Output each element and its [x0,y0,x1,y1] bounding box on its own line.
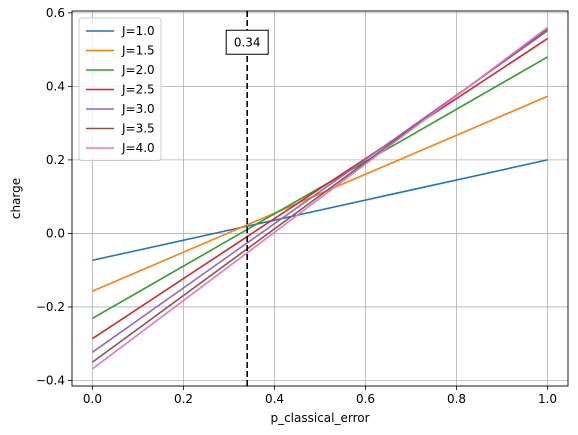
series-line-J-1-5 [92,95,548,292]
grid [72,11,568,386]
legend-entry: J=1.5 [121,44,155,58]
y-tick-label: 0.2 [46,153,65,167]
y-tick-label: 0.6 [46,6,65,20]
y-tick-label: −0.2 [36,300,65,314]
x-tick-label: 0.8 [447,392,466,406]
threshold-annotation: 0.34 [225,29,269,55]
legend-box [78,17,162,161]
axes-frame [71,10,569,387]
legend-entry: J=2.0 [121,63,155,77]
x-tick-label: 0.2 [174,392,193,406]
legend: J=1.0 J=1.5 J=2.0 J=2.5 J=3.0 J=3.5 J=4.0 [78,17,162,161]
annotation-text: 0.34 [234,35,261,49]
series-line-J-1-0 [92,159,548,262]
x-axis-ticks: 0.0 0.2 0.4 0.6 0.8 1.0 [83,386,557,406]
x-axis-label: p_classical_error [270,411,369,425]
axes-border [71,10,569,387]
legend-entry: J=3.0 [121,102,155,116]
annotation-box [225,29,269,55]
legend-entry: J=3.5 [121,122,155,136]
y-tick-label: 0.0 [46,226,65,240]
x-tick-label: 0.4 [265,392,284,406]
legend-entry: J=4.0 [121,141,155,155]
series-lines [91,26,549,370]
y-axis-ticks: −0.4 −0.2 0.0 0.2 0.4 0.6 [36,6,72,387]
y-tick-label: −0.4 [36,373,65,387]
series-line-J-4-0 [91,26,549,370]
x-tick-label: 1.0 [538,392,557,406]
x-tick-label: 0.6 [356,392,375,406]
legend-entry: J=2.5 [121,83,155,97]
x-tick-label: 0.0 [83,392,102,406]
y-tick-label: 0.4 [46,79,65,93]
legend-entry: J=1.0 [121,24,155,38]
y-axis-label: charge [9,178,23,219]
series-line-J-2-5 [92,37,548,340]
